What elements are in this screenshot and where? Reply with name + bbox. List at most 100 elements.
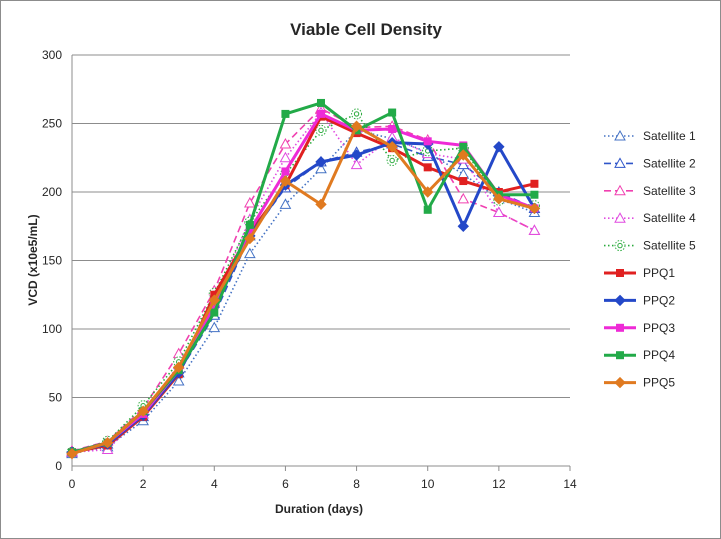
legend-marker-ppq5 — [614, 376, 626, 389]
y-tick-label: 250 — [42, 117, 62, 131]
x-tick-label: 0 — [69, 477, 76, 491]
data-point-ppq5 — [528, 202, 541, 215]
y-tick-label: 200 — [42, 185, 62, 199]
y-axis-label: VCD (x10e5/mL) — [26, 214, 40, 305]
data-point-satellite-3 — [172, 347, 185, 359]
data-point-ppq2 — [350, 149, 363, 161]
legend-item-ppq2: PPQ2 — [604, 293, 675, 307]
x-tick-label: 12 — [492, 477, 506, 491]
data-point-satellite-5 — [351, 108, 363, 120]
legend-label-ppq4: PPQ4 — [643, 348, 675, 362]
x-tick-label: 10 — [421, 477, 435, 491]
y-tick-label: 50 — [49, 391, 63, 405]
data-point-satellite-5-ring — [315, 124, 327, 136]
legend-marker-ppq3 — [616, 323, 624, 332]
data-point-satellite-2 — [457, 158, 470, 170]
data-point-satellite-1 — [315, 162, 327, 174]
data-point-ppq4 — [317, 98, 325, 107]
legend-label-ppq3: PPQ3 — [643, 321, 675, 335]
legend-marker-satellite-2 — [614, 157, 626, 168]
data-point-ppq1 — [423, 163, 432, 172]
data-point-satellite-1 — [208, 321, 221, 333]
legend-marker-ppq2 — [614, 294, 626, 307]
data-point-satellite-1 — [279, 198, 292, 209]
data-point-ppq5 — [66, 447, 78, 460]
data-point-ppq5 — [493, 193, 505, 205]
data-point-satellite-1 — [244, 247, 256, 259]
data-point-ppq5 — [457, 149, 469, 161]
legend-marker-satellite-3 — [614, 184, 626, 196]
legend-marker-satellite-5-core — [617, 242, 623, 249]
data-point-ppq5 — [173, 361, 185, 374]
series-line-satellite-1 — [71, 129, 535, 455]
data-point-ppq4 — [459, 142, 468, 151]
legend-label-satellite-5: Satellite 5 — [643, 239, 696, 253]
x-tick-label: 8 — [353, 477, 360, 491]
data-point-satellite-4 — [279, 151, 292, 163]
legend-label-satellite-4: Satellite 4 — [643, 211, 696, 225]
legend-marker-satellite-1 — [614, 129, 626, 141]
data-point-satellite-4 — [528, 224, 541, 235]
series-satellite-2 — [66, 138, 541, 457]
legend-item-ppq5: PPQ5 — [604, 376, 675, 390]
data-point-satellite-3 — [457, 192, 470, 204]
data-point-ppq1 — [459, 177, 468, 186]
y-tick-label: 300 — [42, 48, 62, 62]
data-point-satellite-5-ring — [351, 108, 363, 120]
y-tick-label: 150 — [42, 254, 62, 268]
legend-marker-satellite-4 — [614, 212, 626, 223]
data-point-ppq5 — [279, 175, 292, 187]
legend: Satellite 1 Satellite 2 Satellite 3 Satelli… — [604, 129, 696, 390]
data-point-ppq3 — [281, 167, 290, 176]
data-point-satellite-5-core — [318, 127, 324, 134]
data-point-ppq5 — [244, 232, 256, 245]
legend-item-ppq4: PPQ4 — [604, 348, 675, 362]
data-point-ppq5 — [208, 294, 220, 306]
legend-marker-satellite-5-ring — [614, 240, 626, 252]
gridlines — [72, 54, 570, 398]
data-point-ppq4 — [210, 308, 219, 317]
data-point-ppq5 — [350, 120, 363, 132]
data-point-satellite-1 — [457, 168, 470, 179]
legend-item-satellite-4: Satellite 4 — [604, 211, 696, 225]
series-ppq2 — [66, 136, 541, 459]
x-tick-label: 6 — [282, 477, 289, 491]
data-point-ppq2 — [315, 156, 327, 168]
data-point-ppq1 — [530, 179, 539, 188]
legend-marker-ppq1 — [616, 269, 624, 277]
data-point-satellite-4 — [493, 206, 505, 218]
y-tick-label: 100 — [42, 322, 62, 336]
series-line-satellite-3 — [71, 107, 535, 452]
data-point-satellite-5-core — [353, 111, 360, 117]
legend-item-ppq3: PPQ3 — [604, 321, 675, 335]
chart-title: Viable Cell Density — [290, 20, 442, 39]
data-point-satellite-3 — [279, 138, 292, 149]
data-point-ppq3 — [423, 137, 432, 146]
series-ppq5 — [66, 120, 541, 460]
x-tick-label: 4 — [211, 477, 218, 491]
data-point-satellite-5 — [386, 154, 398, 166]
data-point-satellite-1 — [172, 375, 185, 386]
data-point-satellite-5-core — [389, 157, 395, 164]
axes: 0 50 100 150 200 250 300 0 2 4 6 8 10 12 14 — [42, 48, 577, 491]
series-line-ppq5 — [71, 124, 535, 456]
data-point-ppq4 — [388, 108, 397, 117]
y-tick-label: 0 — [55, 459, 62, 473]
data-point-ppq5 — [137, 405, 149, 417]
legend-label-ppq5: PPQ5 — [643, 376, 675, 390]
data-point-ppq2 — [493, 141, 505, 153]
data-point-satellite-5-ring — [386, 154, 398, 166]
x-axis-label: Duration (days) — [275, 502, 363, 516]
legend-marker-ppq4 — [616, 351, 624, 360]
data-point-satellite-5 — [315, 124, 327, 136]
legend-item-ppq1: PPQ1 — [604, 266, 675, 280]
legend-label-ppq1: PPQ1 — [643, 266, 675, 280]
legend-item-satellite-2: Satellite 2 — [604, 156, 696, 170]
data-point-ppq5 — [101, 437, 114, 449]
series-layer — [66, 98, 541, 460]
data-point-satellite-3 — [244, 196, 256, 208]
legend-label-satellite-1: Satellite 1 — [643, 129, 696, 143]
data-point-ppq5 — [315, 198, 327, 211]
